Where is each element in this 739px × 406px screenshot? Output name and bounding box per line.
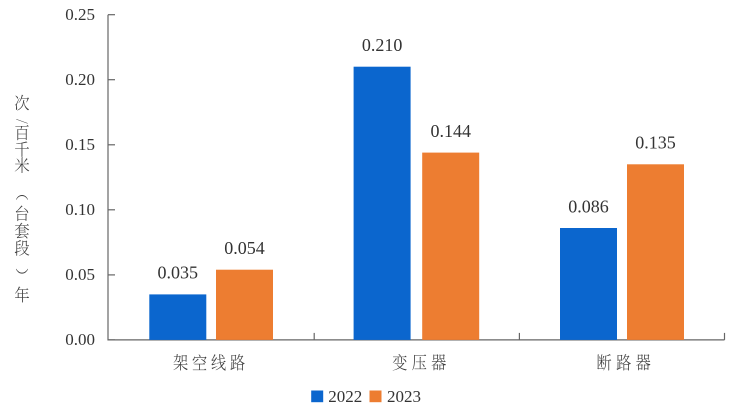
- svg-text:0.144: 0.144: [430, 121, 471, 141]
- svg-text:0.135: 0.135: [635, 133, 676, 153]
- svg-text:0.086: 0.086: [568, 196, 609, 216]
- svg-text:0.210: 0.210: [362, 35, 403, 55]
- svg-text:0.20: 0.20: [65, 70, 95, 89]
- svg-text:0.15: 0.15: [65, 135, 95, 154]
- svg-text:2022: 2022: [328, 387, 362, 406]
- svg-text:2023: 2023: [387, 387, 421, 406]
- svg-text:0.10: 0.10: [65, 200, 95, 219]
- svg-text:0.25: 0.25: [65, 5, 95, 24]
- svg-text:0.00: 0.00: [65, 330, 95, 349]
- svg-text:0.054: 0.054: [224, 238, 265, 258]
- svg-text:0.05: 0.05: [65, 265, 95, 284]
- svg-text:0.035: 0.035: [158, 263, 199, 283]
